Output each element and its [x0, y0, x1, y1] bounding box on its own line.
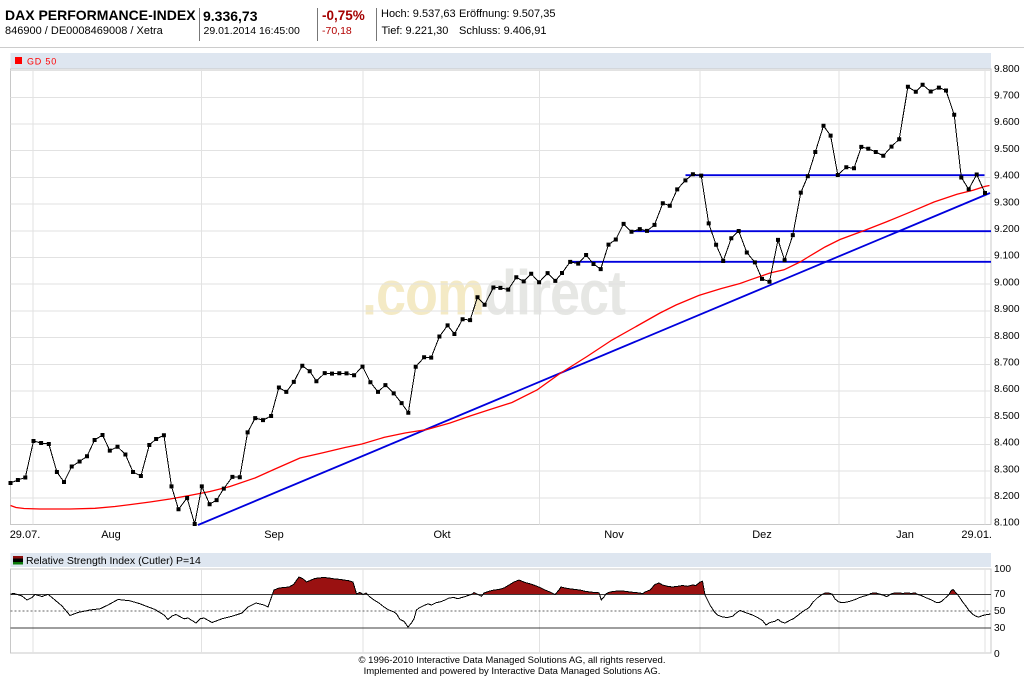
- svg-text:29.07.: 29.07.: [10, 529, 41, 541]
- svg-text:70: 70: [994, 589, 1006, 600]
- svg-text:9.100: 9.100: [994, 251, 1020, 262]
- svg-text:9.600: 9.600: [994, 117, 1020, 128]
- svg-text:Nov: Nov: [604, 529, 624, 541]
- svg-text:8.500: 8.500: [994, 411, 1020, 422]
- svg-text:8.400: 8.400: [994, 438, 1020, 449]
- svg-text:30: 30: [994, 623, 1006, 634]
- svg-text:50: 50: [994, 606, 1006, 617]
- svg-text:29.01.: 29.01.: [961, 529, 992, 541]
- svg-text:9.300: 9.300: [994, 197, 1020, 208]
- svg-text:9.200: 9.200: [994, 224, 1020, 235]
- svg-text:Dez: Dez: [752, 529, 772, 541]
- svg-text:GD 50: GD 50: [27, 57, 57, 67]
- svg-text:9.700: 9.700: [994, 91, 1020, 102]
- svg-text:100: 100: [994, 564, 1011, 575]
- svg-text:Relative Strength Index (Cutle: Relative Strength Index (Cutler) P=14: [26, 555, 201, 567]
- svg-text:Okt: Okt: [433, 529, 450, 541]
- svg-text:.comdirect: .comdirect: [362, 259, 625, 329]
- svg-text:Sep: Sep: [264, 529, 284, 541]
- svg-text:9.800: 9.800: [994, 64, 1020, 75]
- svg-text:8.700: 8.700: [994, 358, 1020, 369]
- svg-text:8.300: 8.300: [994, 464, 1020, 475]
- svg-text:Jan: Jan: [896, 529, 914, 541]
- svg-text:8.900: 8.900: [994, 304, 1020, 315]
- svg-text:8.200: 8.200: [994, 491, 1020, 502]
- svg-text:Aug: Aug: [101, 529, 121, 541]
- svg-text:8.600: 8.600: [994, 384, 1020, 395]
- svg-text:9.000: 9.000: [994, 277, 1020, 288]
- svg-text:8.100: 8.100: [994, 518, 1020, 529]
- svg-text:8.800: 8.800: [994, 331, 1020, 342]
- svg-text:9.400: 9.400: [994, 171, 1020, 182]
- svg-text:9.500: 9.500: [994, 144, 1020, 155]
- svg-text:0: 0: [994, 649, 1000, 660]
